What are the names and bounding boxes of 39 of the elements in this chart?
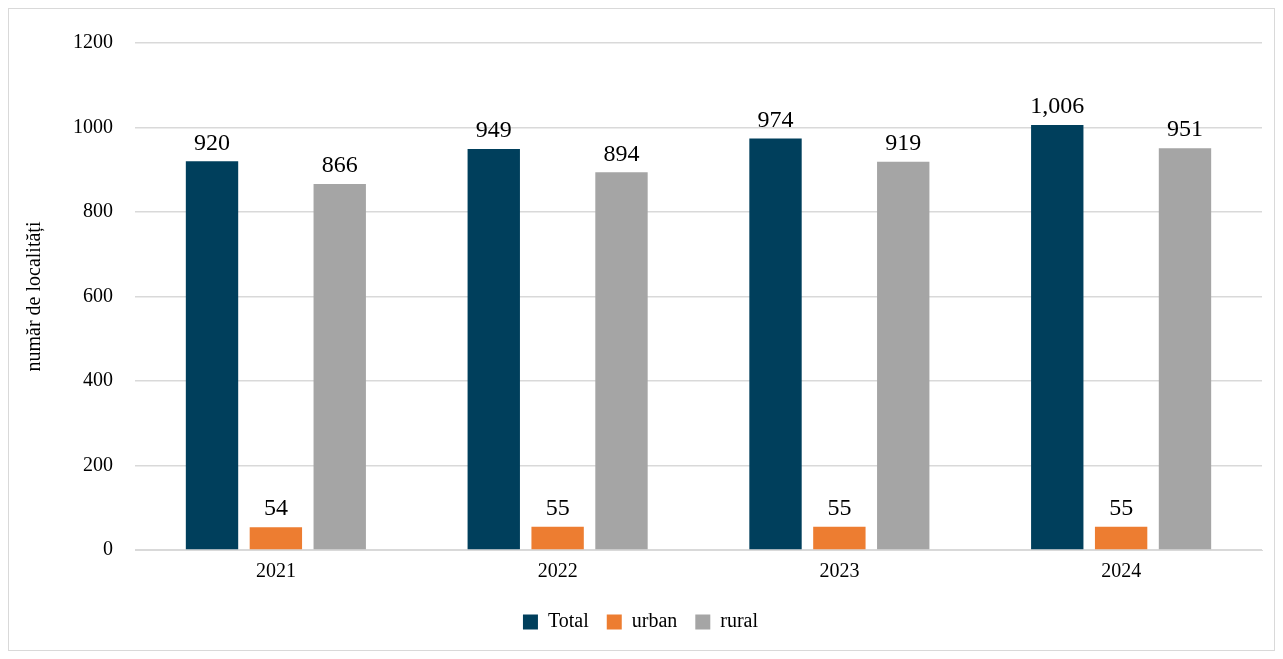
data-label: 949 (475, 116, 512, 143)
x-tick-label: 2022 (537, 559, 578, 582)
x-tick-label: 2024 (1101, 559, 1142, 582)
bar (595, 172, 648, 550)
data-label: 951 (1166, 115, 1203, 142)
bar (185, 161, 239, 550)
bar (467, 149, 520, 550)
y-tick-label: 600 (83, 283, 113, 306)
bar (1094, 526, 1148, 550)
bar (877, 161, 930, 550)
data-label: 919 (885, 129, 922, 156)
data-label: 1,006 (1030, 92, 1085, 119)
x-tick-label: 2023 (819, 559, 860, 582)
bar (313, 184, 366, 550)
bar (1031, 124, 1084, 550)
data-label: 55 (1109, 494, 1134, 521)
y-tick-label: 400 (83, 368, 113, 391)
data-label: 974 (757, 105, 794, 132)
y-tick-label: 1200 (73, 30, 113, 53)
y-tick-label: 0 (103, 537, 113, 560)
y-axis-title: număr de localități (22, 221, 46, 372)
data-label: 920 (194, 128, 231, 155)
bar (531, 526, 584, 550)
bar (749, 138, 802, 550)
data-label: 55 (545, 494, 570, 521)
bar (249, 527, 303, 550)
data-label: 894 (603, 139, 640, 166)
legend-label: Total (547, 609, 590, 632)
data-label: 54 (263, 494, 288, 521)
data-label: 866 (321, 151, 358, 178)
legend-label: urban (631, 609, 678, 632)
y-tick-label: 800 (83, 199, 113, 222)
bar (1158, 148, 1212, 550)
y-tick-label: 200 (83, 452, 113, 475)
data-label: 55 (827, 494, 852, 521)
legend-label: rural (720, 609, 759, 632)
x-tick-label: 2021 (255, 559, 296, 582)
bar (813, 526, 866, 550)
y-tick-label: 1000 (73, 114, 113, 137)
